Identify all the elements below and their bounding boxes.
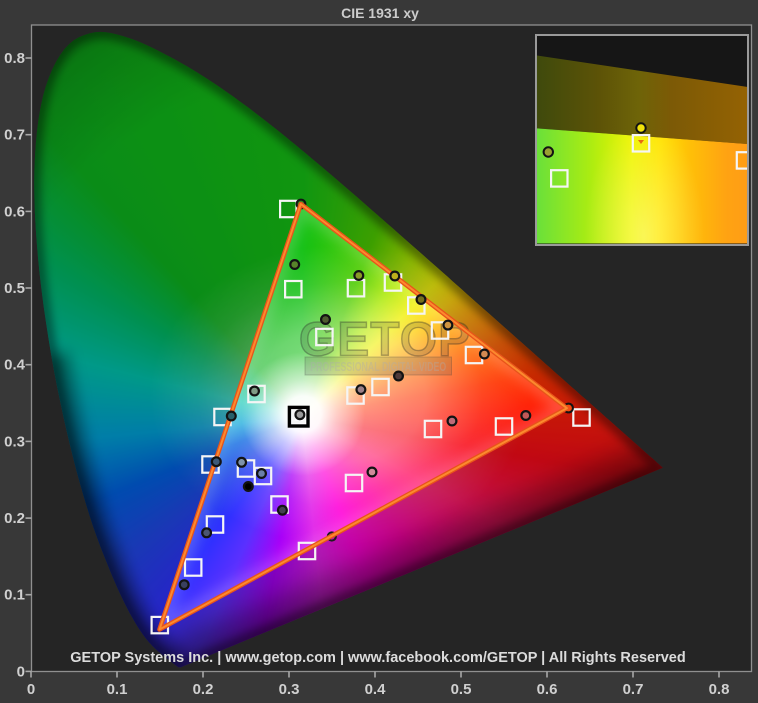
svg-text:0.1: 0.1 [4,587,25,604]
svg-text:0.7: 0.7 [4,127,25,144]
svg-text:GETOP Systems Inc. | www.getop: GETOP Systems Inc. | www.getop.com | www… [70,650,685,666]
svg-text:0.2: 0.2 [193,681,214,698]
svg-text:0.5: 0.5 [4,280,25,297]
svg-text:0.2: 0.2 [4,510,25,527]
svg-text:CIE 1931 xy: CIE 1931 xy [341,5,419,21]
svg-text:0.6: 0.6 [4,203,25,220]
svg-text:0.5: 0.5 [451,681,472,698]
svg-text:0.3: 0.3 [4,433,25,450]
svg-text:0.6: 0.6 [537,681,558,698]
svg-text:PROFESSIONAL DIGITAL VIDEO: PROFESSIONAL DIGITAL VIDEO [310,360,446,374]
svg-text:0.4: 0.4 [365,681,387,698]
svg-text:0.8: 0.8 [709,681,730,698]
svg-text:0.8: 0.8 [4,50,25,67]
svg-text:0: 0 [17,663,25,680]
svg-text:0.7: 0.7 [623,681,644,698]
svg-text:0: 0 [27,681,35,698]
svg-text:0.3: 0.3 [279,681,300,698]
svg-text:0.4: 0.4 [4,357,26,374]
svg-text:0.1: 0.1 [107,681,128,698]
